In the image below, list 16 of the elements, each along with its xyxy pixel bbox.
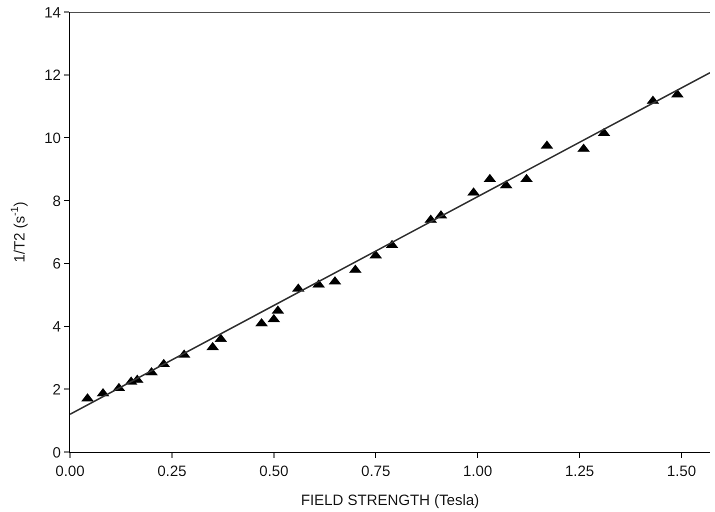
y-tick-label: 10 [44, 130, 61, 147]
x-tick-label: 1.50 [666, 463, 696, 480]
x-tick-label: 1.00 [463, 463, 492, 480]
x-tick-label: 1.25 [564, 463, 594, 480]
x-tick-label: 0.25 [157, 463, 187, 480]
y-tick-label: 4 [52, 318, 61, 336]
x-tick-label: 0.75 [361, 463, 390, 480]
y-tick-label: 12 [44, 67, 61, 84]
y-tick-label: 8 [52, 192, 61, 210]
y-tick-label: 6 [52, 256, 61, 273]
y-tick-label: 14 [44, 4, 61, 22]
x-axis-title: FIELD STRENGTH (Tesla) [300, 492, 480, 510]
y-tick-label: 0 [52, 444, 61, 462]
x-tick-label: 0.50 [259, 463, 288, 480]
y-tick-label: 2 [52, 381, 61, 398]
x-tick-label: 0.00 [55, 463, 85, 480]
